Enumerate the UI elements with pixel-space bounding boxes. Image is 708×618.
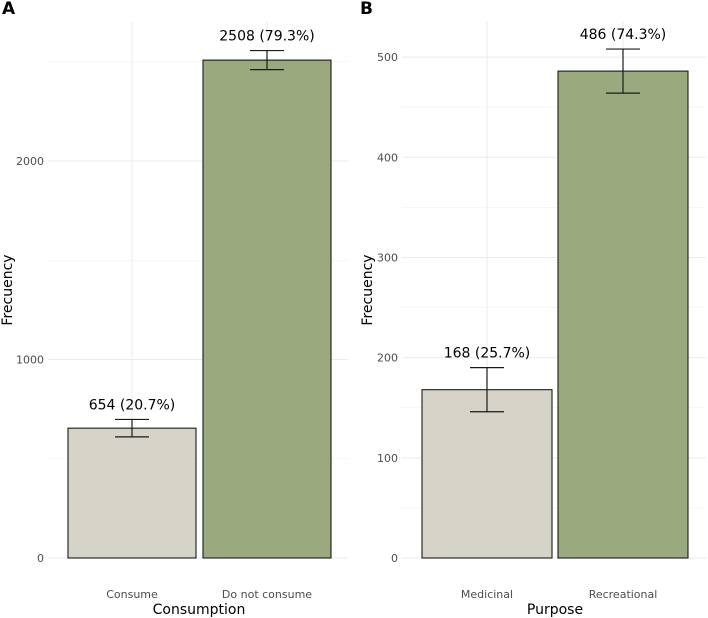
y-tick-label: 200 [377, 352, 398, 365]
y-tick-label: 1000 [16, 353, 44, 366]
y-tick-label: 0 [391, 552, 398, 565]
x-tick-label: Medicinal [461, 588, 513, 601]
panel-letter: B [360, 0, 373, 19]
data-label: 486 (74.3%) [580, 27, 667, 43]
bar [421, 389, 553, 559]
x-tick-label: Do not consume [222, 588, 312, 601]
y-tick-label: 100 [377, 452, 398, 465]
bar [202, 59, 332, 559]
data-label: 654 (20.7%) [89, 397, 176, 413]
y-tick-label: 400 [377, 151, 398, 164]
y-axis-title: Frecuency [0, 254, 16, 325]
y-tick-label: 300 [377, 251, 398, 264]
y-tick-label: 500 [377, 51, 398, 64]
bar [557, 70, 689, 559]
data-label: 2508 (79.3%) [219, 29, 314, 45]
panel-letter: A [2, 0, 16, 19]
panel-a: A 0 1000 2000 654 (20.7%) Consume 2508 (79.3%)… [0, 0, 348, 618]
x-axis-title: Consumption [153, 602, 246, 618]
bar [67, 427, 197, 559]
panel-b: B 0 100 200 300 400 500 168 (25.7%) Medicinal 486… [360, 0, 706, 618]
y-axis-title: Frecuency [360, 254, 376, 325]
y-tick-label: 0 [37, 552, 44, 565]
x-axis-title: Purpose [527, 602, 583, 618]
x-tick-label: Consume [106, 588, 158, 601]
x-tick-label: Recreational [589, 588, 658, 601]
data-label: 168 (25.7%) [444, 346, 531, 362]
y-tick-label: 2000 [16, 155, 44, 168]
